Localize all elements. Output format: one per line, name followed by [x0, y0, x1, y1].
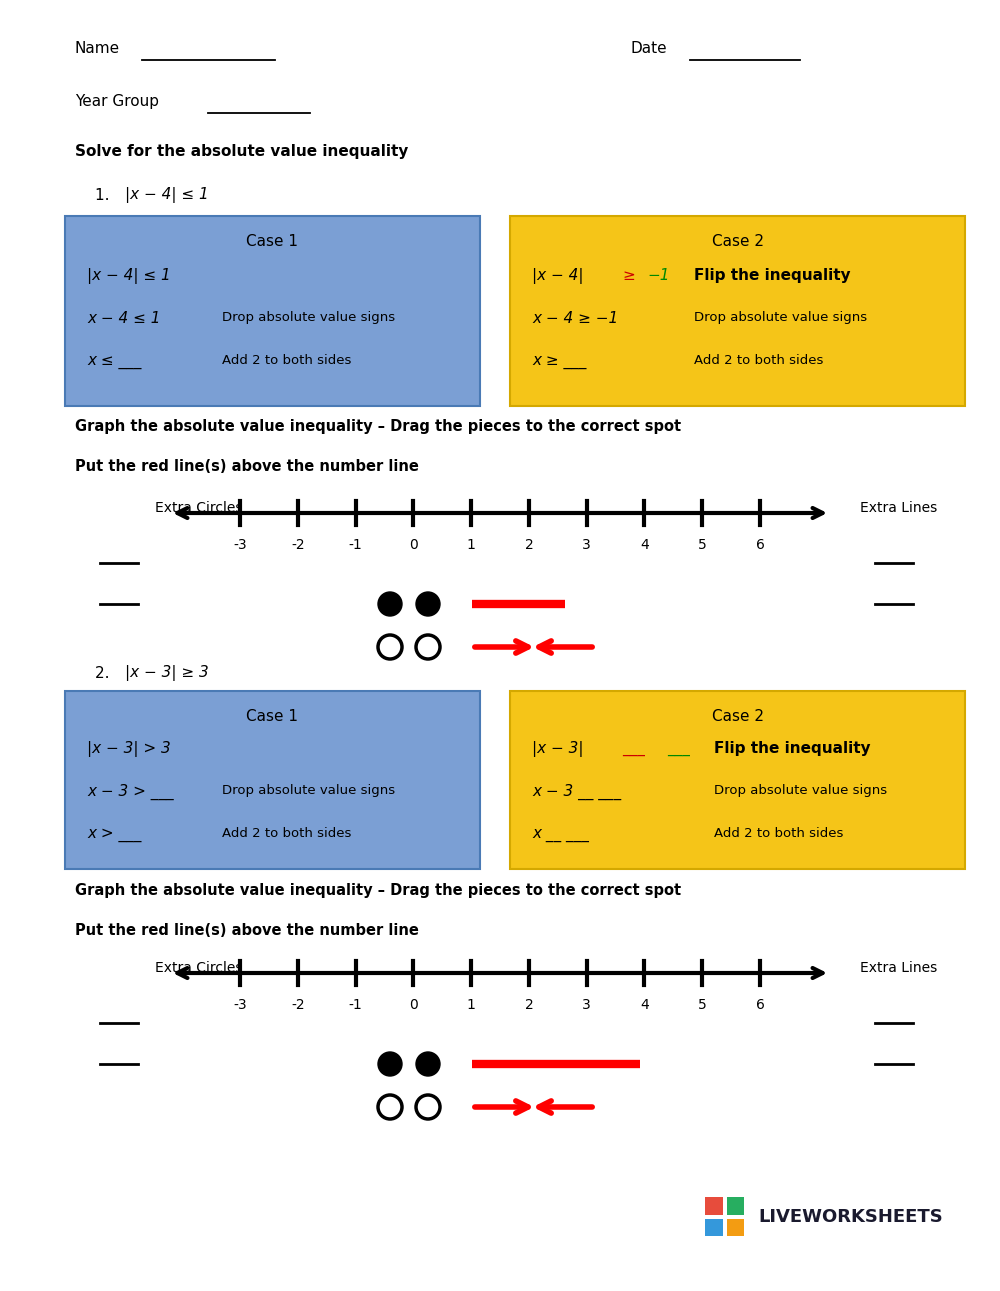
- Bar: [705, 1219, 722, 1235]
- Text: Name: Name: [75, 41, 120, 56]
- Circle shape: [416, 593, 440, 616]
- Text: Solve for the absolute value inequality: Solve for the absolute value inequality: [75, 145, 408, 159]
- Text: x − 4 ≥ −1: x − 4 ≥ −1: [532, 311, 618, 327]
- Text: x ≤ ___: x ≤ ___: [87, 354, 141, 369]
- Text: Flip the inequality: Flip the inequality: [694, 269, 851, 283]
- Text: |x − 4| ≤ 1: |x − 4| ≤ 1: [125, 187, 209, 203]
- Text: Add 2 to both sides: Add 2 to both sides: [222, 354, 351, 367]
- Text: x ≥ ___: x ≥ ___: [532, 354, 586, 369]
- Text: 0: 0: [409, 538, 418, 553]
- Text: Flip the inequality: Flip the inequality: [714, 741, 871, 757]
- Text: -1: -1: [349, 998, 362, 1012]
- Circle shape: [416, 1052, 440, 1075]
- Text: 1: 1: [467, 538, 476, 553]
- Text: x > ___: x > ___: [87, 828, 141, 842]
- Bar: [510, 691, 965, 869]
- Text: -2: -2: [291, 998, 305, 1012]
- Text: Extra Lines: Extra Lines: [860, 961, 937, 975]
- Text: |x − 3| > 3: |x − 3| > 3: [87, 741, 171, 757]
- Text: 5: 5: [698, 538, 707, 553]
- Text: ≥: ≥: [622, 269, 635, 283]
- Text: -3: -3: [233, 538, 247, 553]
- Bar: [726, 1219, 744, 1235]
- Text: −1: −1: [647, 269, 669, 283]
- Text: ___: ___: [667, 741, 690, 757]
- Text: 2.: 2.: [95, 666, 119, 680]
- Text: 6: 6: [756, 998, 764, 1012]
- Text: LIVEWORKSHEETS: LIVEWORKSHEETS: [758, 1207, 943, 1225]
- Text: Drop absolute value signs: Drop absolute value signs: [714, 784, 887, 797]
- Text: Put the red line(s) above the number line: Put the red line(s) above the number lin…: [75, 460, 419, 474]
- Text: Graph the absolute value inequality – Drag the pieces to the correct spot: Graph the absolute value inequality – Dr…: [75, 420, 681, 434]
- Text: x __ ___: x __ ___: [532, 828, 589, 842]
- Text: -1: -1: [349, 538, 362, 553]
- Text: Add 2 to both sides: Add 2 to both sides: [222, 828, 351, 840]
- Bar: [65, 691, 480, 869]
- Text: Date: Date: [630, 41, 667, 56]
- Bar: [510, 216, 965, 405]
- Text: |x − 3| ≥ 3: |x − 3| ≥ 3: [125, 665, 209, 680]
- Text: |x − 4|: |x − 4|: [532, 269, 583, 284]
- Text: Extra Circles: Extra Circles: [155, 501, 242, 515]
- Text: |x − 4| ≤ 1: |x − 4| ≤ 1: [87, 269, 171, 284]
- Circle shape: [378, 1052, 402, 1075]
- Text: ___: ___: [622, 741, 645, 757]
- Text: Drop absolute value signs: Drop absolute value signs: [222, 311, 395, 324]
- Text: Drop absolute value signs: Drop absolute value signs: [694, 311, 867, 324]
- Text: Year Group: Year Group: [75, 94, 159, 108]
- Text: Extra Circles: Extra Circles: [155, 961, 242, 975]
- Text: Extra Lines: Extra Lines: [860, 501, 937, 515]
- Text: Case 1: Case 1: [246, 234, 298, 249]
- Text: 1.: 1.: [95, 188, 119, 203]
- Text: 2: 2: [525, 538, 533, 553]
- Text: Case 2: Case 2: [712, 709, 764, 724]
- Text: x − 4 ≤ 1: x − 4 ≤ 1: [87, 311, 160, 327]
- Circle shape: [378, 593, 402, 616]
- Bar: [705, 1197, 722, 1215]
- Text: Add 2 to both sides: Add 2 to both sides: [694, 354, 823, 367]
- Text: Put the red line(s) above the number line: Put the red line(s) above the number lin…: [75, 923, 419, 939]
- Text: 6: 6: [756, 538, 764, 553]
- Text: Add 2 to both sides: Add 2 to both sides: [714, 828, 843, 840]
- Text: 3: 3: [582, 998, 591, 1012]
- Text: 0: 0: [409, 998, 418, 1012]
- Text: x − 3 > ___: x − 3 > ___: [87, 784, 174, 800]
- Text: Case 2: Case 2: [712, 234, 764, 249]
- Text: 1: 1: [467, 998, 476, 1012]
- Text: 4: 4: [640, 538, 649, 553]
- Text: 3: 3: [582, 538, 591, 553]
- Text: -2: -2: [291, 538, 305, 553]
- Text: Graph the absolute value inequality – Drag the pieces to the correct spot: Graph the absolute value inequality – Dr…: [75, 883, 681, 899]
- Text: Case 1: Case 1: [246, 709, 298, 724]
- Text: 2: 2: [525, 998, 533, 1012]
- Text: 4: 4: [640, 998, 649, 1012]
- Bar: [726, 1197, 744, 1215]
- Bar: [65, 216, 480, 405]
- Text: 5: 5: [698, 998, 707, 1012]
- Text: x − 3 __ ___: x − 3 __ ___: [532, 784, 621, 800]
- Text: |x − 3|: |x − 3|: [532, 741, 583, 757]
- Text: -3: -3: [233, 998, 247, 1012]
- Text: Drop absolute value signs: Drop absolute value signs: [222, 784, 395, 797]
